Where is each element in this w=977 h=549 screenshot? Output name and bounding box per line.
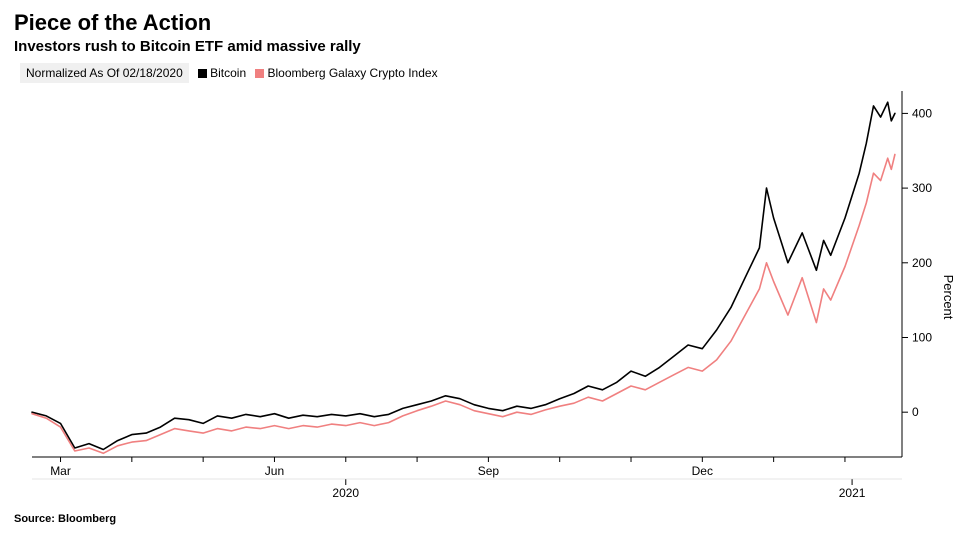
legend: Normalized As Of 02/18/2020 Bitcoin Bloo… <box>14 63 963 83</box>
chart-subtitle: Investors rush to Bitcoin ETF amid massi… <box>14 38 963 55</box>
svg-text:Mar: Mar <box>50 464 71 478</box>
y-axis-title: Percent <box>941 275 956 320</box>
svg-text:200: 200 <box>912 256 932 270</box>
svg-text:Sep: Sep <box>478 464 500 478</box>
chart-area: 0 100 200 300 400 Mar Jun Sep Dec 2020 2021 Percen… <box>14 87 963 507</box>
svg-text:Jun: Jun <box>265 464 284 478</box>
legend-swatch-crypto-index <box>255 69 264 78</box>
legend-text-bitcoin: Bitcoin <box>210 66 246 80</box>
svg-text:2020: 2020 <box>332 486 359 500</box>
legend-item-bitcoin: Bitcoin <box>198 66 249 80</box>
legend-normalized-label: Normalized As Of 02/18/2020 <box>20 63 189 83</box>
legend-item-crypto-index: Bloomberg Galaxy Crypto Index <box>255 66 437 80</box>
legend-text-crypto-index: Bloomberg Galaxy Crypto Index <box>267 66 437 80</box>
chart-title: Piece of the Action <box>14 10 963 36</box>
svg-text:400: 400 <box>912 106 932 120</box>
svg-text:Dec: Dec <box>692 464 713 478</box>
svg-text:2021: 2021 <box>839 486 866 500</box>
svg-text:300: 300 <box>912 181 932 195</box>
svg-text:100: 100 <box>912 330 932 344</box>
source-attribution: Source: Bloomberg <box>14 513 963 525</box>
svg-text:0: 0 <box>912 405 919 419</box>
line-chart-svg: 0 100 200 300 400 Mar Jun Sep Dec 2020 2021 <box>14 87 963 507</box>
legend-swatch-bitcoin <box>198 69 207 78</box>
